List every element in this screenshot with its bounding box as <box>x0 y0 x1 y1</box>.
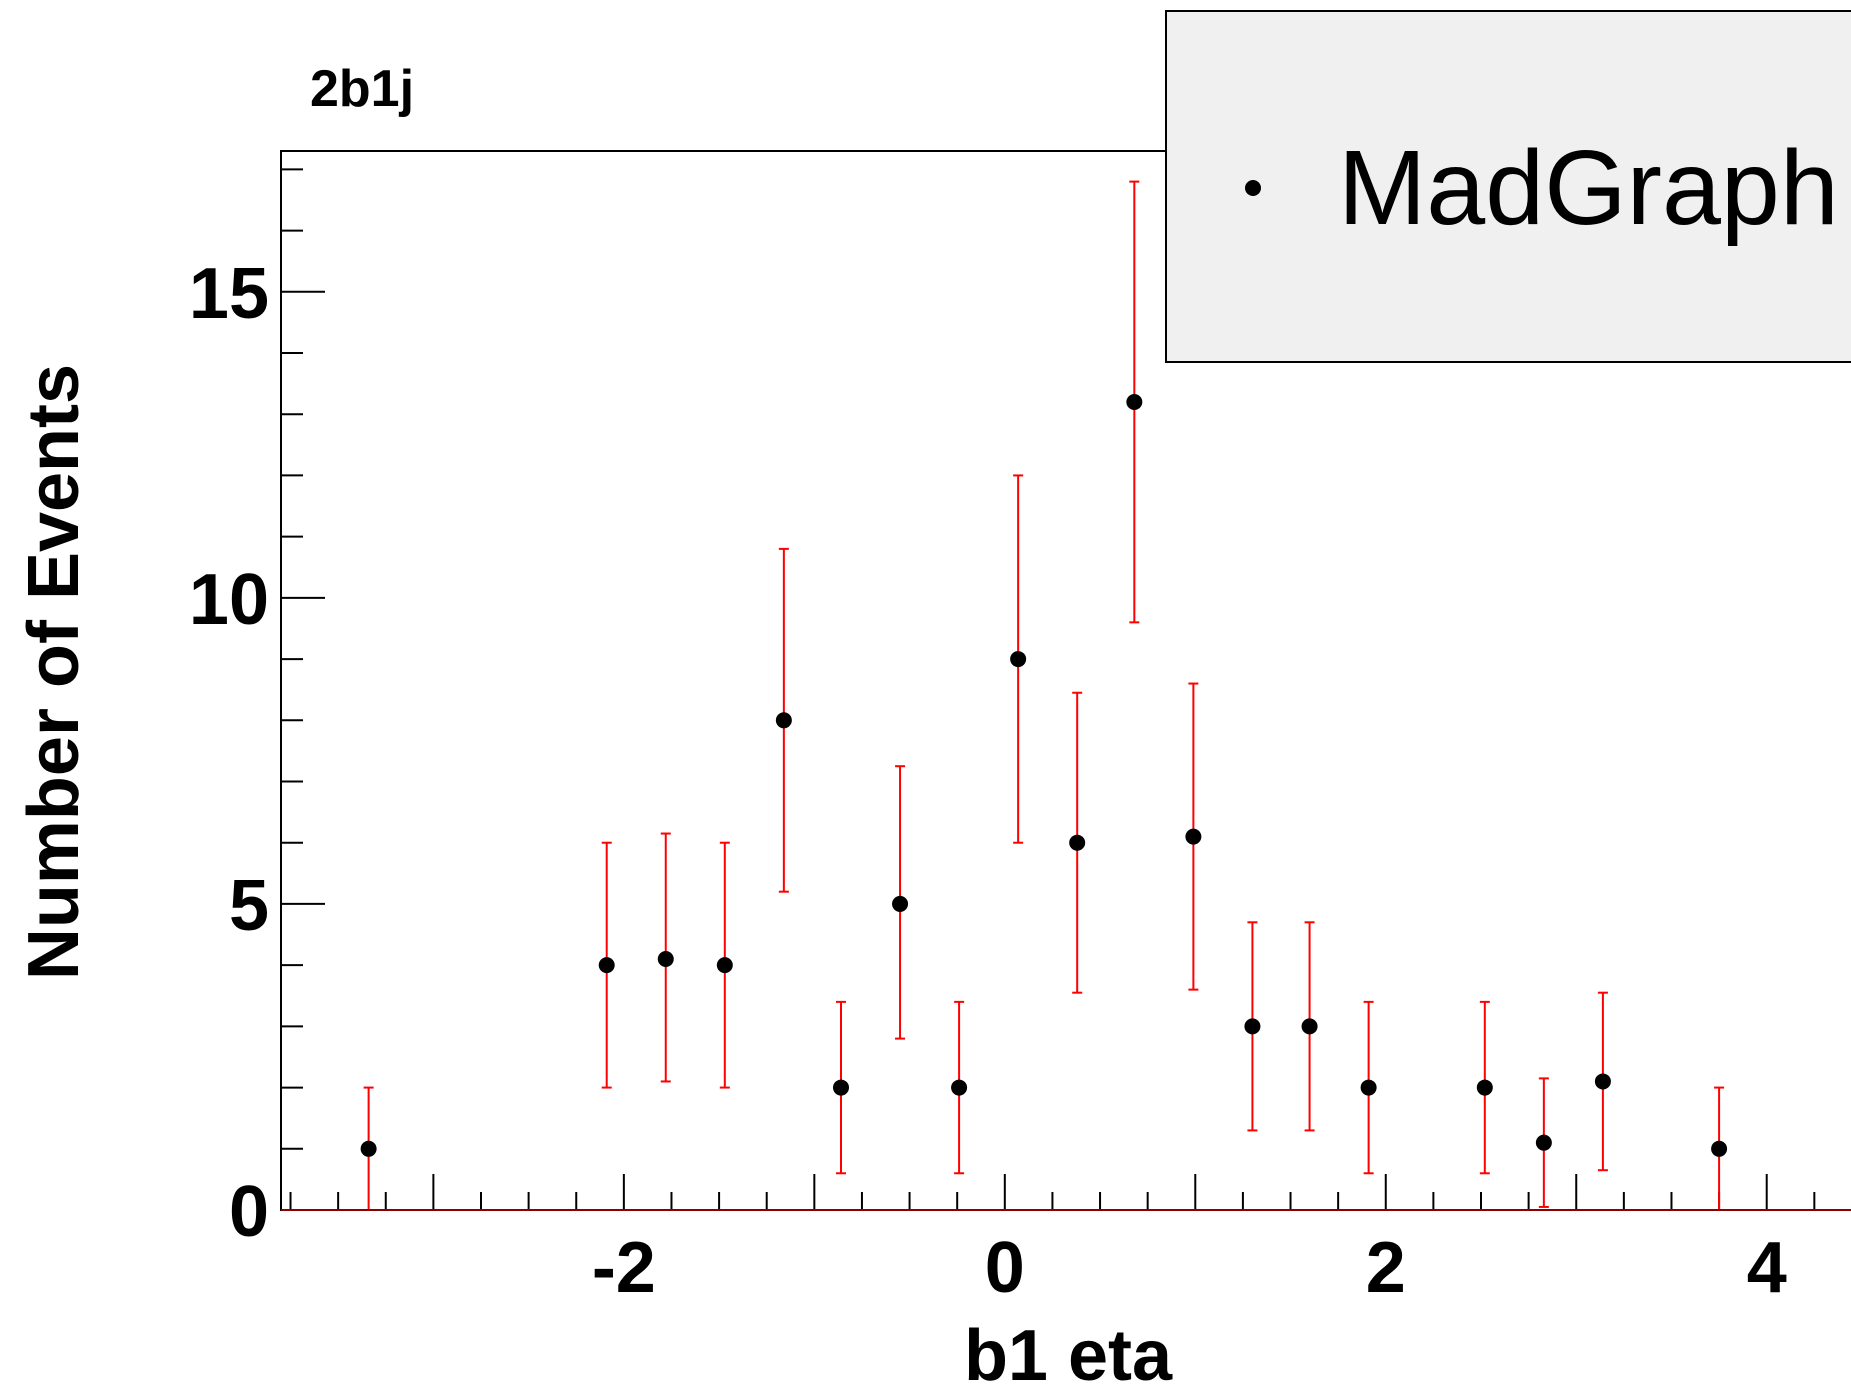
data-marks <box>281 180 1851 1211</box>
data-point <box>598 957 615 974</box>
data-point <box>1244 1018 1261 1035</box>
x-axis-title: b1 eta <box>964 1316 1173 1394</box>
data-point <box>360 1140 377 1157</box>
axis-ticks <box>281 168 1816 1211</box>
data-point <box>657 951 674 968</box>
y-tick-label: 5 <box>229 866 269 946</box>
x-tick-label: 0 <box>985 1228 1025 1308</box>
axis-tick-labels: -2 0 2 4 0 5 10 15 <box>189 254 1787 1308</box>
data-point <box>1010 651 1027 668</box>
chart-title: 2b1j <box>310 60 414 118</box>
x-tick-label: -2 <box>592 1228 656 1308</box>
data-point <box>716 957 733 974</box>
data-point <box>1360 1079 1377 1096</box>
data-point <box>1711 1140 1728 1157</box>
data-point <box>1126 393 1143 410</box>
legend-label: MadGraph <box>1338 129 1839 247</box>
data-point <box>833 1079 849 1096</box>
data-point <box>1069 834 1086 851</box>
y-tick-label: 0 <box>229 1172 269 1252</box>
x-tick-label: 2 <box>1366 1228 1406 1308</box>
legend-marker <box>1245 180 1261 196</box>
y-tick-label: 10 <box>189 560 269 640</box>
legend-box <box>1165 10 1851 363</box>
data-point <box>1594 1073 1611 1090</box>
legend: MadGraph <box>1165 10 1851 363</box>
data-point <box>1185 828 1202 845</box>
data-point <box>892 895 909 912</box>
y-axis-title: Number of Events <box>14 364 94 980</box>
data-point <box>1535 1134 1552 1151</box>
y-tick-label: 15 <box>189 254 269 334</box>
data-point <box>775 712 792 729</box>
data-point <box>951 1079 968 1096</box>
data-point <box>1476 1079 1493 1096</box>
x-tick-label: 4 <box>1747 1228 1787 1308</box>
data-point <box>1301 1018 1318 1035</box>
